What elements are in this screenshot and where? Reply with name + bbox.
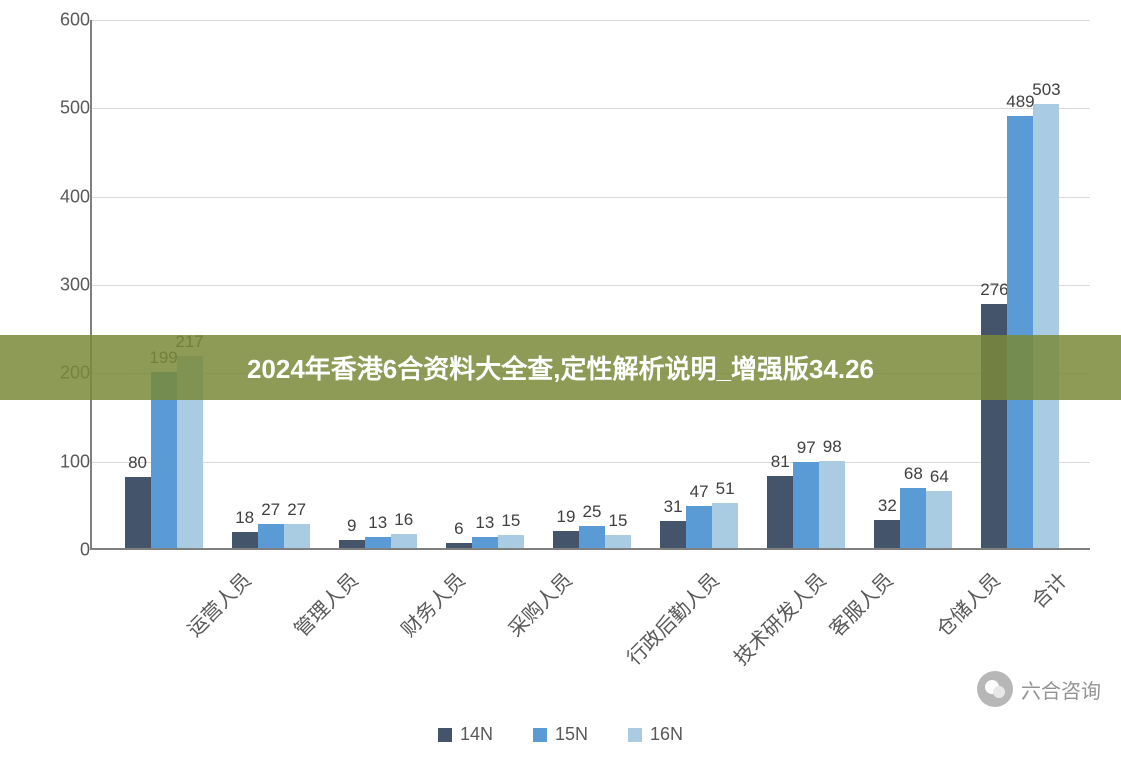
xtick-label: 采购人员	[500, 565, 577, 642]
bar	[446, 543, 472, 548]
legend: 14N 15N 16N	[0, 724, 1121, 745]
bar	[712, 503, 738, 548]
legend-item: 14N	[438, 724, 493, 745]
bar-value-label: 80	[128, 453, 147, 473]
ytick-label: 400	[50, 186, 90, 207]
bar-value-label: 276	[980, 280, 1008, 300]
bar-value-label: 16	[394, 510, 413, 530]
bar	[125, 477, 151, 548]
bar-value-label: 32	[878, 496, 897, 516]
bar-value-label: 15	[609, 511, 628, 531]
bar-value-label: 64	[930, 467, 949, 487]
watermark: 六合咨询	[977, 671, 1101, 707]
legend-item: 16N	[628, 724, 683, 745]
bar	[553, 531, 579, 548]
bar-value-label: 18	[235, 508, 254, 528]
ytick-label: 600	[50, 10, 90, 31]
ytick-label: 100	[50, 451, 90, 472]
ytick-label: 0	[50, 540, 90, 561]
bar-value-label: 489	[1006, 92, 1034, 112]
bar	[579, 526, 605, 548]
xtick-label: 合计	[1024, 565, 1073, 614]
bar	[686, 506, 712, 548]
bar	[472, 537, 498, 548]
gridline	[92, 20, 1090, 21]
bar	[900, 488, 926, 548]
bar	[605, 535, 631, 548]
legend-swatch	[628, 728, 642, 742]
legend-label: 15N	[555, 724, 588, 745]
xtick-label: 技术研发人员	[726, 565, 831, 670]
bar	[1007, 116, 1033, 548]
bar-value-label: 9	[347, 516, 356, 536]
chart-container: 8019921718272791316613151925153147518197…	[50, 20, 1100, 580]
legend-label: 14N	[460, 724, 493, 745]
bar	[926, 491, 952, 548]
bar-value-label: 19	[557, 507, 576, 527]
bar-value-label: 68	[904, 464, 923, 484]
bar	[284, 524, 310, 548]
bar-value-label: 13	[475, 513, 494, 533]
xtick-label: 仓储人员	[929, 565, 1006, 642]
bar-value-label: 98	[823, 437, 842, 457]
bar	[819, 461, 845, 548]
xtick-label: 管理人员	[286, 565, 363, 642]
bar-value-label: 13	[368, 513, 387, 533]
legend-label: 16N	[650, 724, 683, 745]
bar-value-label: 81	[771, 452, 790, 472]
bar-value-label: 27	[287, 500, 306, 520]
gridline	[92, 462, 1090, 463]
bar-value-label: 97	[797, 438, 816, 458]
legend-item: 15N	[533, 724, 588, 745]
bar-value-label: 51	[716, 479, 735, 499]
bar	[793, 462, 819, 548]
bar-value-label: 47	[690, 482, 709, 502]
xtick-label: 财务人员	[393, 565, 470, 642]
bar	[767, 476, 793, 548]
bar	[498, 535, 524, 548]
gridline	[92, 108, 1090, 109]
xtick-label: 客服人员	[822, 565, 899, 642]
ytick-label: 300	[50, 275, 90, 296]
bar-value-label: 25	[583, 502, 602, 522]
bar-value-label: 503	[1032, 80, 1060, 100]
ytick-label: 500	[50, 98, 90, 119]
bar	[1033, 104, 1059, 548]
xtick-label: 运营人员	[179, 565, 256, 642]
gridline	[92, 285, 1090, 286]
plot-area: 8019921718272791316613151925153147518197…	[90, 20, 1090, 550]
overlay-banner: 2024年香港6合资料大全查,定性解析说明_增强版34.26	[0, 335, 1121, 400]
bar-value-label: 15	[501, 511, 520, 531]
bar	[258, 524, 284, 548]
bar	[874, 520, 900, 548]
bar	[339, 540, 365, 548]
bar	[391, 534, 417, 548]
xtick-label: 行政后勤人员	[619, 565, 724, 670]
gridline	[92, 197, 1090, 198]
bar-value-label: 31	[664, 497, 683, 517]
legend-swatch	[533, 728, 547, 742]
overlay-text: 2024年香港6合资料大全查,定性解析说明_增强版34.26	[247, 349, 874, 386]
bar-value-label: 27	[261, 500, 280, 520]
watermark-text: 六合咨询	[1021, 675, 1101, 704]
bar-value-label: 6	[454, 519, 463, 539]
legend-swatch	[438, 728, 452, 742]
bar	[660, 521, 686, 548]
wechat-icon	[977, 671, 1013, 707]
bar	[232, 532, 258, 548]
bar	[365, 537, 391, 548]
